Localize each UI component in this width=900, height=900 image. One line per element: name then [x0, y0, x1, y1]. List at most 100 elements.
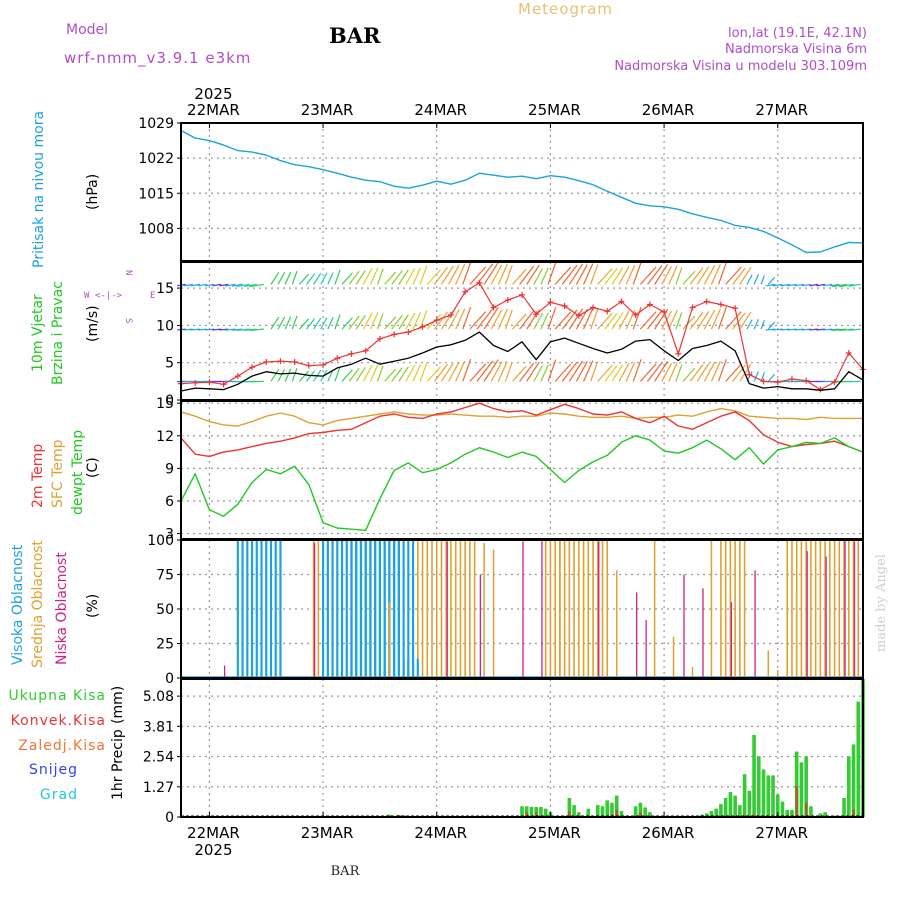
wind-arrow: [767, 373, 776, 382]
y-tick-label: 1029: [138, 116, 174, 132]
wind-arrow: [212, 328, 222, 331]
cloud-high-ylabel: Visoka Oblacnost: [10, 544, 26, 665]
wind-arrow: [839, 283, 854, 288]
wind-arrow: [497, 308, 508, 330]
gust-marker: [291, 358, 298, 365]
precip-total-bar: [648, 812, 652, 817]
temp2m-ylabel: 2m Temp: [30, 444, 46, 508]
y-tick-label: 9: [165, 461, 174, 477]
gust-marker: [717, 301, 724, 308]
wind-arrow: [426, 366, 442, 382]
wind-arrow: [462, 261, 472, 285]
wind-arrow: [270, 272, 280, 285]
wind-arrow: [597, 268, 613, 285]
wind-arrow: [469, 363, 487, 382]
y-tick-label: 2.54: [143, 750, 174, 766]
wind-arrow: [291, 271, 298, 285]
precip-total-bar: [733, 795, 737, 817]
wind-arrow: [490, 361, 503, 382]
gust-marker: [419, 323, 426, 330]
wind-arrow: [682, 315, 696, 330]
wind-arrow: [583, 308, 594, 330]
wind-arrow: [710, 263, 721, 285]
wind-arrow: [183, 328, 193, 331]
wind-arrow: [355, 270, 366, 285]
gust-marker: [504, 297, 511, 304]
wind-arrow: [398, 269, 409, 285]
wind-arrow: [753, 274, 760, 285]
temp-unit: (C): [85, 457, 101, 478]
wind-arrow: [661, 363, 673, 382]
precip-convective-bar: [525, 812, 528, 817]
year-label-bottom: 2025: [194, 841, 232, 859]
altitude-label: Nadmorska Visina 6m: [725, 42, 867, 57]
wind-arrow: [794, 328, 804, 331]
wind-arrow: [682, 270, 696, 285]
precip-legend-item: Zaledj.Kisa: [18, 738, 106, 754]
wind-arrow: [848, 328, 861, 331]
wind-arrow: [540, 267, 549, 285]
wind-arrow: [639, 363, 657, 382]
gust-marker: [661, 308, 668, 315]
wind-arrow: [519, 265, 535, 285]
wind-arrow: [597, 312, 613, 330]
wind-arrow: [298, 273, 310, 285]
labels-layer: Pritisak na nivou mora (hPa) 10m Vjetar Brz…: [8, 111, 155, 803]
axes-layer: 1029102210151008151050151296310075502505…: [138, 85, 864, 859]
wind-arrow: [618, 310, 630, 330]
precip-total-bar: [728, 792, 733, 817]
wind-arrow: [398, 366, 409, 382]
wind-arrow: [832, 328, 847, 332]
wind-arrow: [490, 309, 503, 330]
precip-total-bar: [709, 811, 714, 817]
wind-arrow: [462, 306, 472, 330]
wind-arrow: [497, 263, 508, 285]
y-tick-label: 12: [156, 429, 174, 445]
day-label-top: 22MAR: [187, 101, 240, 119]
y-tick-label: 100: [147, 533, 174, 549]
wind-arrow: [725, 363, 742, 382]
wind-arrow: [391, 270, 403, 285]
wind-arrow: [668, 362, 678, 382]
precip-total-bar: [842, 797, 846, 817]
y-tick-label: 50: [156, 602, 174, 618]
wind-arrow: [376, 313, 384, 330]
precip-total-bar: [633, 806, 638, 817]
wind-arrow: [822, 328, 833, 331]
wind-arrow: [547, 307, 557, 330]
gust-marker: [732, 305, 739, 312]
wind-arrow: [717, 306, 727, 330]
gust-marker: [575, 312, 582, 319]
precip-legend-item: Grad: [40, 787, 78, 803]
precip-total-bar: [600, 806, 605, 817]
gust-marker: [774, 379, 781, 386]
wind-arrow: [483, 306, 499, 330]
wind-arrow: [440, 265, 454, 285]
wind-arrow: [334, 269, 341, 285]
wind-arrow: [249, 283, 264, 288]
precip-total-bar: [619, 811, 624, 817]
wind-arrow: [547, 359, 557, 382]
wind-arrow: [765, 328, 776, 331]
precip-total-bar: [771, 775, 775, 817]
wind-arrow: [334, 366, 341, 382]
wind-arrow: [710, 360, 721, 382]
wind-arrow: [639, 311, 657, 330]
precip-total-bar: [818, 813, 823, 817]
day-label-bottom: 24MAR: [414, 824, 467, 842]
gust-marker: [561, 303, 568, 310]
wind-arrow: [822, 283, 833, 287]
data-layer: [177, 129, 866, 817]
wind-arrow: [654, 361, 669, 382]
precip-total-bar: [846, 756, 851, 817]
sfc-temp-line: [180, 407, 863, 427]
precip-convective-bar: [795, 786, 798, 817]
gust-marker: [348, 350, 355, 357]
wind-arrow: [212, 283, 222, 287]
wind-arrow: [554, 266, 572, 285]
wind-arrow: [362, 267, 373, 285]
model-altitude-label: Nadmorska Visina u modelu 303.109m: [614, 59, 867, 74]
precip-convective-bar: [535, 812, 538, 817]
wind-arrow: [190, 283, 201, 287]
precip-total-bar: [757, 756, 761, 817]
